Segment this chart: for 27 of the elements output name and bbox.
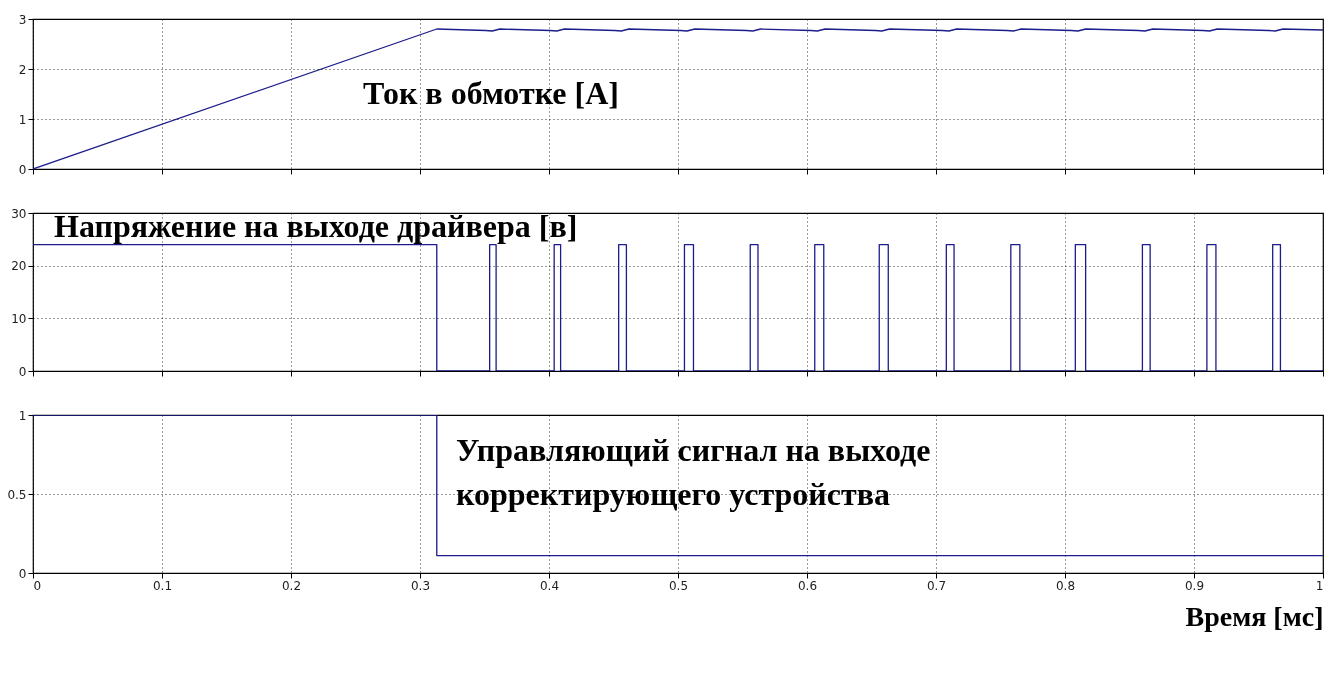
- x-tick-label: 0.3: [410, 578, 431, 593]
- y-tick-label: 0: [18, 364, 27, 379]
- x-axis-title: Время [мс]: [1185, 600, 1324, 632]
- line-series: [33, 28, 1323, 169]
- y-tick-label: 0: [18, 162, 27, 177]
- x-tick-label: 0.4: [539, 578, 560, 593]
- x-tick-label: 0.7: [926, 578, 947, 593]
- text: Управляющий сигнал на выходе корректирующего устройства: [456, 432, 931, 512]
- x-tick-label: 0.2: [281, 578, 302, 593]
- y-tick-label: 10: [11, 311, 27, 326]
- x-tick-label: 0.5: [668, 578, 689, 593]
- text: Ток в обмотке [А]: [363, 75, 619, 111]
- chart-title: Напряжение на выходе драйвера [в]: [54, 208, 578, 244]
- x-tick-label: 0: [33, 578, 42, 593]
- x-tick-label: 0.8: [1055, 578, 1076, 593]
- y-tick-label: 30: [11, 206, 27, 221]
- x-tick-label: 0.1: [152, 578, 173, 593]
- y-tick-label: 2: [18, 62, 27, 77]
- y-tick-label: 0.5: [7, 487, 27, 502]
- y-tick-label: 3: [18, 12, 27, 27]
- y-tick-label: 1: [18, 408, 27, 423]
- y-tick-label: 1: [18, 112, 27, 127]
- x-tick-label: 0.9: [1184, 578, 1205, 593]
- y-tick-label: 0: [18, 566, 27, 581]
- x-tick-label: 0.6: [797, 578, 818, 593]
- y-tick-label: 20: [11, 259, 27, 274]
- x-tick-label: 1: [1315, 578, 1324, 593]
